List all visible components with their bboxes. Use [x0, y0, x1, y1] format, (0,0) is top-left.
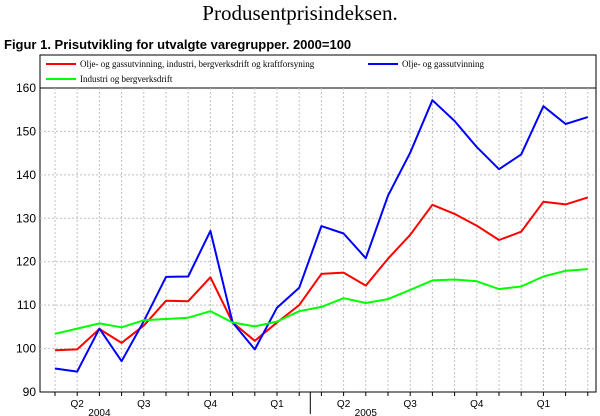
x-axis: Q2 Q3 Q4 Q1 Q2 Q3 Q4 Q1 2004 2005: [54, 392, 589, 416]
y-tick-label: 110: [17, 298, 36, 312]
series-line-3: [54, 268, 588, 335]
legend-label-3: Industri og bergverksdrift: [80, 74, 173, 84]
x-tick-label: Q3: [404, 399, 418, 410]
series-group: [54, 99, 589, 373]
series-line-1: [54, 196, 589, 352]
legend-label-2: Olje- og gassutvinning: [402, 59, 484, 69]
y-axis: 90 100 110 120 130 140 150 160: [16, 81, 36, 399]
x-tick-label: Q4: [470, 399, 484, 410]
figure-title: Figur 1. Prisutvikling for utvalgte vare…: [4, 37, 352, 52]
y-tick-label: 90: [23, 385, 37, 399]
y-tick-label: 120: [16, 255, 36, 269]
x-tick-label: Q1: [537, 399, 551, 410]
x-tick-label: Q2: [337, 399, 351, 410]
y-tick-label: 140: [16, 168, 36, 182]
x-tick-label: Q1: [270, 399, 284, 410]
x-tick-label: Q4: [204, 399, 218, 410]
legend: Olje- og gassutvinning, industri, bergve…: [46, 59, 484, 84]
legend-label-1: Olje- og gassutvinning, industri, bergve…: [80, 59, 315, 69]
plot-area: [39, 87, 597, 393]
y-tick-label: 100: [16, 342, 36, 356]
y-tick-label: 150: [16, 124, 36, 138]
year-label: 2005: [355, 408, 378, 416]
x-tick-label: Q2: [71, 399, 85, 410]
legend-box: [39, 54, 597, 89]
y-tick-label: 160: [16, 81, 36, 95]
year-label: 2004: [88, 408, 111, 416]
page-header-title: Produsentprisindeksen.: [202, 1, 398, 25]
y-tick-label: 130: [16, 211, 36, 225]
x-tick-label: Q3: [137, 399, 151, 410]
